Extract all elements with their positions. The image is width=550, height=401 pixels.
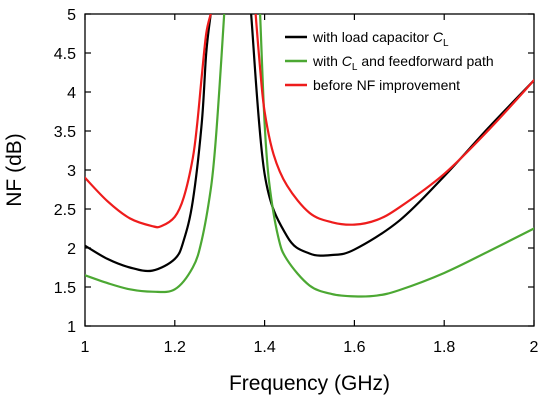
y-tick-label: 2 <box>67 241 76 258</box>
x-axis-title: Frequency (GHz) <box>229 372 390 395</box>
series-line-2 <box>85 14 534 298</box>
legend: with load capacitor CL with CL and feedfo… <box>285 29 494 93</box>
legend-label-2: with CL and feedforward path <box>312 53 494 73</box>
x-tick-label: 1.8 <box>433 339 455 356</box>
x-tick-label: 1.6 <box>343 339 365 356</box>
legend-label-1: with load capacitor CL <box>312 29 449 49</box>
y-tick-label: 5 <box>67 7 76 24</box>
series-line-3 <box>85 14 534 229</box>
x-tick-label: 2 <box>530 339 539 356</box>
y-tick-label: 3 <box>67 163 76 180</box>
y-tick-label: 1.5 <box>54 280 76 297</box>
series-layer <box>85 14 534 298</box>
y-axis-title: NF (dB) <box>3 133 26 207</box>
y-tick-label: 4 <box>67 85 76 102</box>
y-tick-label: 1 <box>67 319 76 336</box>
x-tick-label: 1.4 <box>253 339 275 356</box>
y-tick-label: 3.5 <box>54 124 76 141</box>
x-tick-label: 1.2 <box>164 339 186 356</box>
legend-label-3: before NF improvement <box>313 77 460 93</box>
axis-layer: 1 1.2 1.4 1.6 1.8 2 1 1.5 2 2.5 3 3.5 4 4.5 5 <box>54 7 539 356</box>
y-tick-label: 4.5 <box>54 46 76 63</box>
x-tick-label: 1 <box>81 339 90 356</box>
y-tick-label: 2.5 <box>54 202 76 219</box>
